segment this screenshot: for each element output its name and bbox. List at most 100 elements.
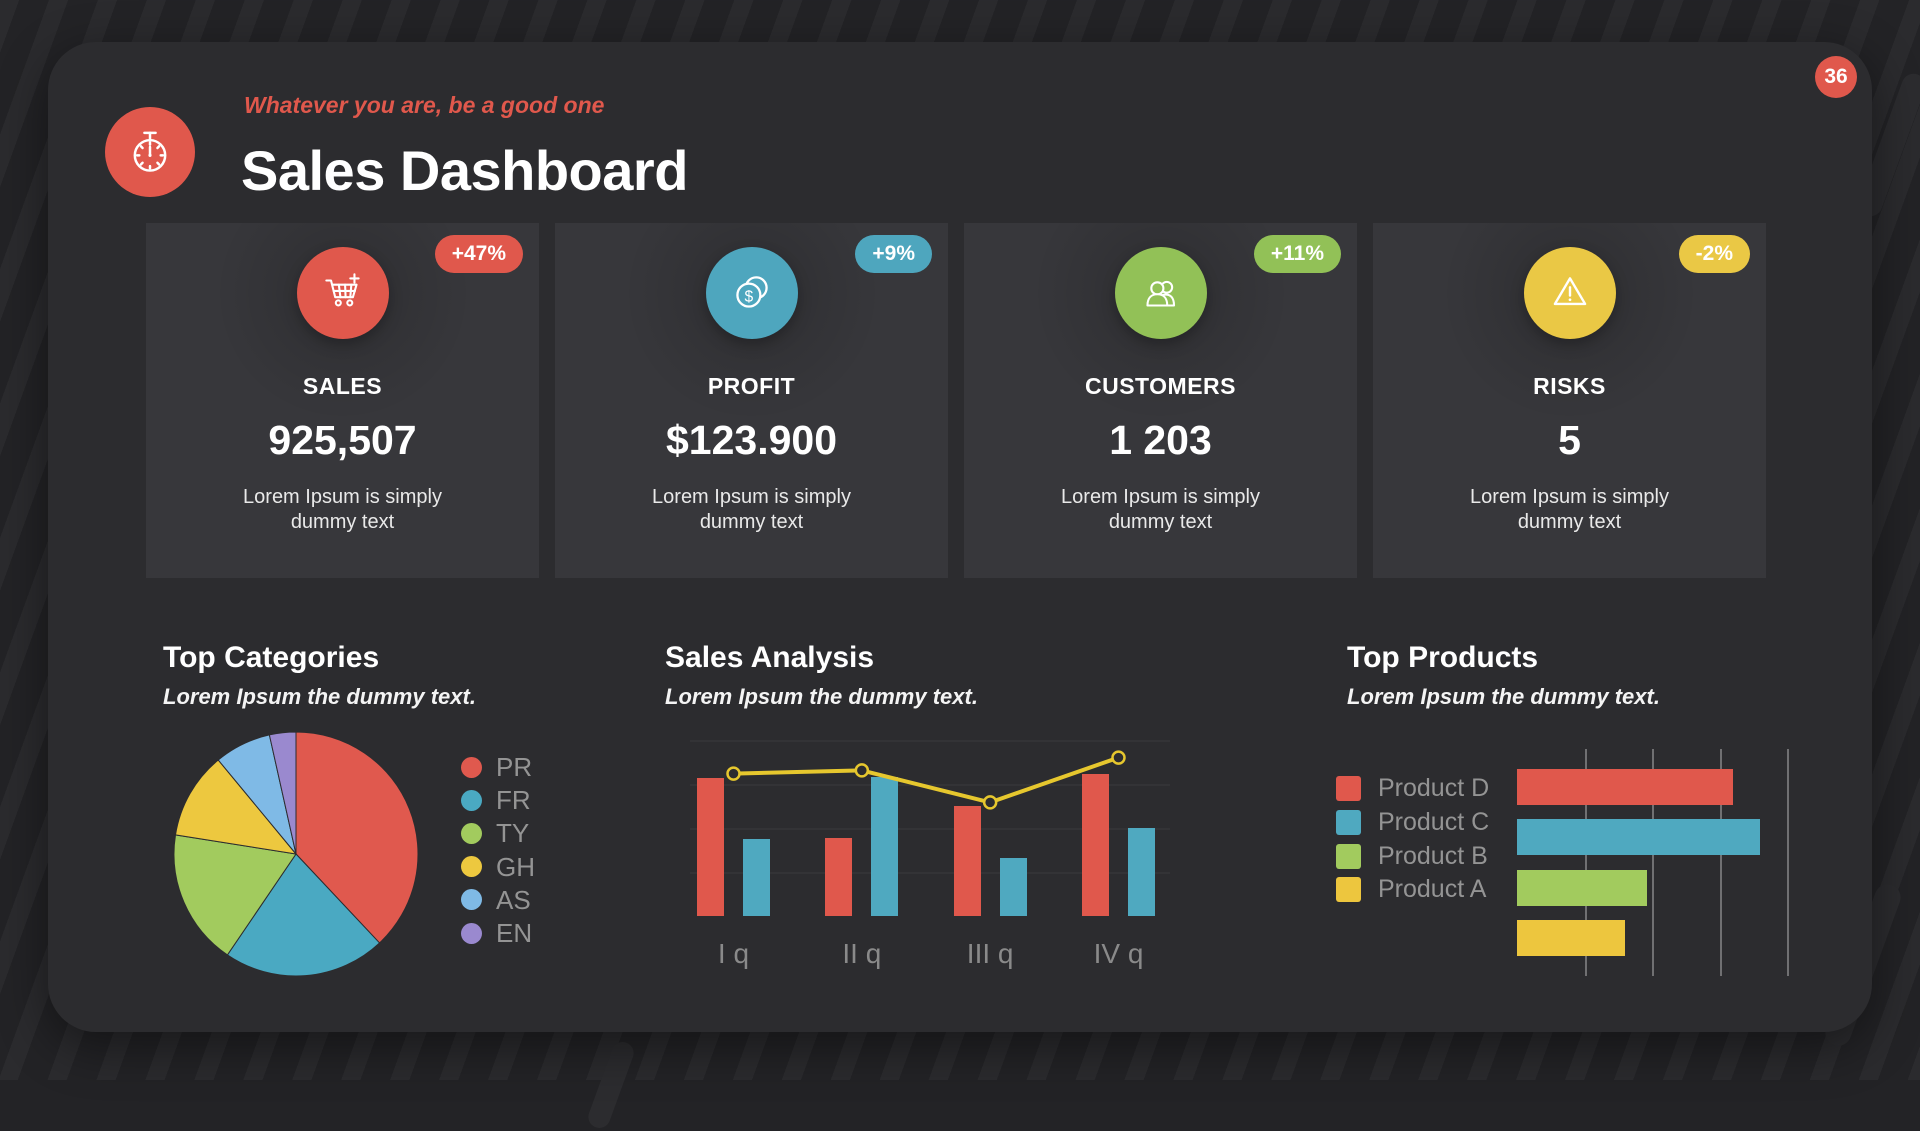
bar	[743, 839, 770, 916]
legend-label: AS	[496, 884, 531, 915]
legend-swatch	[1336, 776, 1361, 801]
trend-marker	[982, 795, 998, 810]
trend-line	[726, 750, 1126, 810]
legend-item: AS	[461, 884, 531, 915]
hbar	[1517, 869, 1647, 906]
timer-icon	[105, 107, 195, 197]
bar	[1081, 773, 1109, 916]
delta-badge: +9%	[855, 235, 932, 273]
kpi-label: RISKS	[1533, 373, 1606, 399]
legend-item: Product D	[1336, 776, 1489, 801]
kpi-value: $123.900	[665, 417, 837, 463]
pie-slice-GH	[174, 759, 298, 855]
bar	[1127, 828, 1155, 916]
legend-item: Product C	[1336, 807, 1490, 836]
analysis-chart: I q II q III q IV q	[690, 740, 1170, 972]
bar	[825, 837, 853, 916]
axis-label: IV q	[1093, 938, 1144, 969]
products-chart	[1517, 749, 1802, 976]
legend-label: Product D	[1378, 774, 1490, 802]
legend-swatch	[461, 889, 482, 911]
legend-item: TY	[461, 818, 530, 849]
section-title-products: Top Products	[1347, 641, 1539, 674]
pie-slice-PR	[295, 731, 419, 944]
legend-label: Product B	[1378, 841, 1488, 870]
legend-swatch	[461, 756, 482, 778]
gridline	[1719, 749, 1722, 976]
slide-background: 36 Whatever you are, be a good one Sales…	[0, 0, 1920, 1080]
legend-swatch	[461, 922, 482, 944]
hbar	[1517, 920, 1625, 957]
pie-legend: PR FR TY GH AS EN	[461, 752, 581, 966]
section-subtitle-products: Lorem Ipsum the dummy text.	[1347, 684, 1660, 709]
pie-slice-EN	[268, 731, 297, 855]
kpi-description: Lorem Ipsum is simply dummy text	[652, 486, 851, 533]
legend-item: EN	[461, 918, 533, 948]
legend-swatch	[1336, 843, 1361, 869]
legend-label: Product C	[1378, 807, 1490, 836]
kpi-card-risks: -2% RISKS 5 Lorem Ipsum is simply dummy …	[1373, 223, 1766, 578]
hbar	[1517, 819, 1760, 856]
legend-swatch	[461, 856, 482, 878]
bar	[953, 805, 981, 916]
legend-item: FR	[461, 785, 531, 816]
trend-marker	[1111, 750, 1126, 765]
legend-label: EN	[496, 918, 533, 948]
section-title-analysis: Sales Analysis	[665, 641, 875, 674]
page-title: Sales Dashboard	[241, 139, 688, 202]
trend-marker	[854, 763, 870, 778]
section-title-categories: Top Categories	[163, 641, 380, 674]
section-subtitle-categories: Lorem Ipsum the dummy text.	[163, 684, 476, 709]
bar	[999, 858, 1027, 916]
kpi-value: 925,507	[268, 417, 417, 463]
axis-label: I q	[717, 938, 750, 969]
svg-text:$: $	[744, 288, 753, 305]
legend-label: TY	[496, 818, 530, 849]
legend-label: GH	[496, 851, 535, 882]
section-subtitle-analysis: Lorem Ipsum the dummy text.	[665, 684, 978, 709]
delta-badge: -2%	[1678, 235, 1750, 273]
kpi-value: 5	[1558, 417, 1581, 463]
kpi-card-customers: +11% CUSTOMERS 1 203 Lorem Ipsum is simp…	[964, 223, 1357, 578]
header-quote: Whatever you are, be a good one	[244, 92, 605, 118]
legend-swatch	[1336, 809, 1361, 835]
kpi-description: Lorem Ipsum is simply dummy text	[243, 486, 442, 533]
hbar	[1517, 769, 1733, 805]
kpi-label: SALES	[302, 373, 383, 399]
legend-swatch	[461, 822, 482, 844]
axis-label: II q	[842, 938, 882, 969]
legend-item: Product B	[1336, 841, 1488, 870]
customers-icon	[1114, 247, 1207, 339]
delta-badge: +11%	[1253, 235, 1341, 273]
kpi-card-profit: $ +9% PROFIT $123.900 Lorem Ipsum is sim…	[555, 223, 948, 578]
legend-label: PR	[496, 752, 533, 782]
warning-icon	[1523, 247, 1616, 339]
delta-badge: +47%	[434, 235, 523, 273]
legend-label: Product A	[1378, 875, 1487, 904]
legend-item: PR	[461, 752, 533, 782]
kpi-card-sales: +47% SALES 925,507 Lorem Ipsum is simply…	[146, 223, 539, 578]
kpi-label: CUSTOMERS	[1084, 373, 1237, 399]
axis-label: III q	[966, 938, 1014, 969]
legend-item: Product A	[1336, 875, 1487, 904]
legend-item: GH	[461, 851, 535, 882]
coins-icon: $	[705, 247, 798, 339]
pie-chart	[173, 731, 419, 977]
cart-icon	[296, 247, 389, 339]
legend-swatch	[461, 789, 482, 811]
page-number-badge: 36	[1815, 56, 1857, 98]
gridline	[1787, 749, 1789, 976]
kpi-description: Lorem Ipsum is simply dummy text	[1061, 486, 1260, 533]
pie-slice-FR	[226, 853, 381, 977]
kpi-value: 1 203	[1109, 417, 1212, 463]
bar	[871, 776, 899, 916]
legend-label: FR	[496, 785, 531, 816]
bar	[697, 778, 724, 916]
decor-capsule	[585, 1038, 637, 1131]
pie-slice-TY	[173, 834, 297, 956]
kpi-description: Lorem Ipsum is simply dummy text	[1470, 486, 1669, 533]
gridline	[1652, 749, 1654, 976]
gridline	[1584, 749, 1587, 976]
kpi-label: PROFIT	[707, 373, 796, 399]
products-legend: Product D Product C Product B Product A	[1336, 776, 1556, 916]
